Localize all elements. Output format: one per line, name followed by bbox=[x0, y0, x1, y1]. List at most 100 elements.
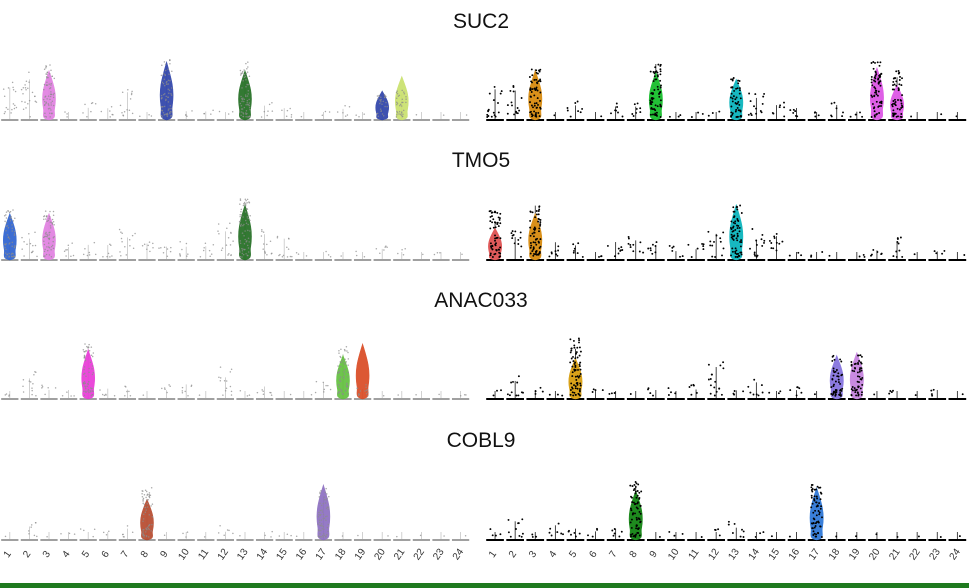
data-dot bbox=[243, 248, 246, 251]
data-dot bbox=[289, 393, 292, 396]
data-dot bbox=[630, 526, 633, 529]
data-dot bbox=[634, 490, 637, 493]
data-dot bbox=[52, 210, 55, 213]
data-dot bbox=[533, 228, 535, 231]
data-dot bbox=[489, 242, 492, 245]
data-dot bbox=[225, 380, 228, 382]
data-dot bbox=[242, 248, 244, 251]
data-dot bbox=[12, 103, 15, 105]
data-dot bbox=[671, 249, 674, 252]
data-dot bbox=[46, 73, 48, 75]
data-dot bbox=[873, 95, 876, 98]
data-dot bbox=[736, 208, 739, 211]
data-dot bbox=[343, 371, 345, 373]
data-dot bbox=[345, 361, 348, 363]
data-dot bbox=[218, 232, 220, 235]
data-dot bbox=[535, 251, 538, 254]
data-dot bbox=[264, 534, 266, 537]
data-dot bbox=[378, 94, 380, 97]
data-dot bbox=[245, 199, 247, 202]
data-dot bbox=[323, 517, 326, 520]
data-dot bbox=[635, 525, 638, 528]
data-dot bbox=[788, 535, 791, 538]
x-tick-right-5: 5 bbox=[567, 549, 579, 560]
data-dot bbox=[286, 533, 289, 536]
data-dot bbox=[674, 392, 677, 395]
data-dot bbox=[43, 68, 46, 70]
data-dot bbox=[246, 68, 248, 70]
data-dot bbox=[166, 83, 168, 85]
data-dot bbox=[8, 255, 10, 257]
data-dot bbox=[577, 368, 579, 371]
data-dot bbox=[754, 254, 756, 257]
data-dot bbox=[415, 394, 417, 396]
data-dot bbox=[711, 255, 714, 258]
data-dot bbox=[47, 107, 50, 110]
data-dot bbox=[892, 389, 894, 392]
data-dot bbox=[245, 62, 247, 65]
data-dot bbox=[348, 105, 351, 108]
data-dot bbox=[810, 522, 813, 525]
data-dot bbox=[832, 367, 835, 370]
data-dot bbox=[266, 253, 268, 256]
data-dot bbox=[879, 84, 882, 87]
data-dot bbox=[42, 98, 45, 101]
data-dot bbox=[465, 114, 468, 116]
data-dot bbox=[940, 113, 943, 116]
data-dot bbox=[537, 213, 540, 216]
data-dot bbox=[556, 254, 559, 257]
x-tick-right-11: 11 bbox=[687, 547, 702, 562]
data-dot bbox=[107, 252, 110, 255]
data-dot bbox=[128, 238, 131, 241]
data-dot bbox=[493, 114, 496, 117]
data-dot bbox=[655, 70, 658, 73]
data-dot bbox=[489, 209, 492, 212]
data-dot bbox=[574, 102, 577, 104]
x-tick-right-16: 16 bbox=[787, 546, 803, 562]
data-dot bbox=[248, 98, 250, 101]
data-dot bbox=[573, 346, 576, 349]
data-dot bbox=[574, 535, 577, 538]
data-dot bbox=[631, 501, 634, 504]
x-tick-left-15: 15 bbox=[274, 546, 290, 562]
data-dot bbox=[52, 237, 55, 239]
data-dot bbox=[655, 78, 658, 81]
data-dot bbox=[366, 388, 369, 391]
data-dot bbox=[161, 109, 163, 112]
data-dot bbox=[130, 92, 133, 94]
data-dot bbox=[739, 535, 742, 538]
data-dot bbox=[47, 103, 50, 105]
data-dot bbox=[573, 247, 576, 250]
data-dot bbox=[415, 113, 418, 116]
data-dot bbox=[88, 254, 91, 256]
data-dot bbox=[143, 243, 146, 246]
data-dot bbox=[898, 249, 901, 252]
data-dot bbox=[271, 101, 273, 104]
data-dot bbox=[566, 107, 569, 109]
data-dot bbox=[835, 389, 838, 392]
data-dot bbox=[341, 535, 344, 537]
data-dot bbox=[539, 106, 542, 109]
data-dot bbox=[639, 111, 642, 114]
data-dot bbox=[439, 251, 441, 254]
data-dot bbox=[727, 520, 730, 523]
data-dot bbox=[814, 525, 817, 527]
data-dot bbox=[320, 523, 323, 525]
data-dot bbox=[529, 210, 532, 213]
x-tick-left-6: 6 bbox=[100, 549, 112, 560]
data-dot bbox=[813, 111, 816, 114]
data-dot bbox=[322, 517, 325, 520]
data-dot bbox=[498, 251, 501, 254]
data-dot bbox=[651, 252, 654, 255]
data-dot bbox=[91, 355, 94, 358]
data-dot bbox=[655, 111, 658, 114]
data-dot bbox=[736, 227, 739, 230]
data-dot bbox=[7, 108, 9, 110]
data-dot bbox=[3, 214, 6, 217]
data-dot bbox=[533, 94, 536, 97]
data-dot bbox=[753, 105, 755, 108]
data-dot bbox=[638, 534, 641, 537]
x-tick-right-3: 3 bbox=[527, 549, 539, 560]
data-dot bbox=[263, 110, 266, 113]
data-dot bbox=[856, 375, 859, 378]
